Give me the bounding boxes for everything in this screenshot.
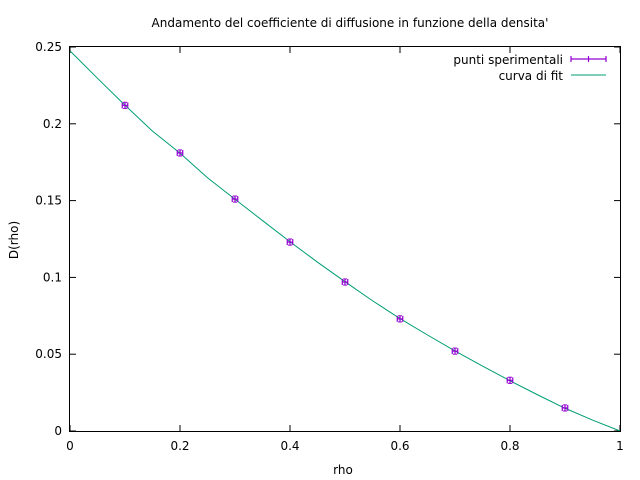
plot-frame (69, 46, 621, 432)
legend-label-points: punti sperimentali (453, 53, 563, 67)
data-point (231, 195, 239, 203)
x-tick-label: 0.2 (170, 439, 189, 453)
x-tick-label: 0.4 (280, 439, 299, 453)
x-tick-label: 1 (616, 439, 624, 453)
data-point (341, 278, 349, 286)
x-tick-label: 0.8 (500, 439, 519, 453)
y-tick-label: 0.15 (35, 194, 62, 208)
data-point (121, 101, 129, 109)
chart-title: Andamento del coefficiente di diffusione… (152, 16, 549, 30)
y-axis-label: D(rho) (7, 221, 21, 259)
y-tick-label: 0.05 (35, 347, 62, 361)
data-point (396, 315, 404, 323)
y-tick-label: 0.1 (43, 270, 62, 284)
x-axis-label: rho (333, 463, 353, 477)
legend: punti sperimentali curva di fit (453, 53, 607, 83)
data-point (561, 404, 569, 412)
data-point (286, 238, 294, 246)
x-tick-label: 0 (66, 439, 74, 453)
fit-curve-line (69, 50, 621, 432)
y-tick-label: 0.25 (35, 40, 62, 54)
data-point (506, 376, 514, 384)
axis-ticks: 0 0.2 0.4 0.6 0.8 1 0 0.05 0.1 0.15 0.2 0.25 (35, 40, 624, 453)
legend-label-fit: curva di fit (499, 69, 564, 83)
data-point (176, 149, 184, 157)
y-tick-label: 0 (54, 424, 62, 438)
data-point (451, 347, 459, 355)
plot-area (69, 50, 621, 432)
y-tick-label: 0.2 (43, 117, 62, 131)
x-tick-label: 0.6 (390, 439, 409, 453)
